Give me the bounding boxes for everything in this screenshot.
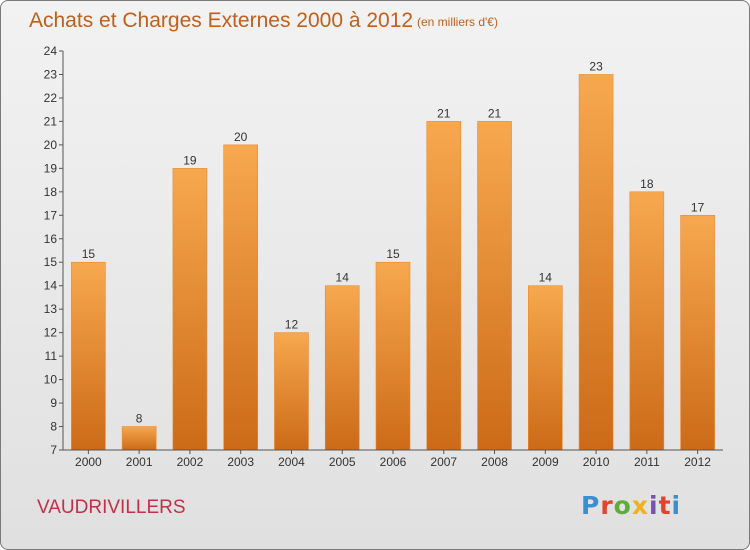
bar-2009 <box>528 285 563 451</box>
proxiti-logo: Proxiti <box>581 491 681 520</box>
y-tick-label-9: 9 <box>50 396 57 410</box>
data-label-2012: 17 <box>691 200 705 214</box>
data-label-2002: 19 <box>183 153 197 167</box>
y-tick-label-13: 13 <box>44 302 58 316</box>
data-label-2011: 18 <box>640 177 654 191</box>
bar-2003 <box>223 144 258 451</box>
y-tick-label-12: 12 <box>44 326 58 340</box>
bar-2001 <box>121 426 157 451</box>
bar-2007 <box>426 121 462 451</box>
y-tick-label-10: 10 <box>44 373 58 387</box>
x-tick-label-2008: 2008 <box>481 455 508 469</box>
bar-2004 <box>274 332 309 451</box>
data-label-2010: 23 <box>589 59 603 73</box>
y-tick-label-17: 17 <box>44 208 58 222</box>
logo-letter: P <box>581 491 601 520</box>
bar-2012 <box>680 214 715 451</box>
logo-letter: x <box>631 491 649 520</box>
bar-2006 <box>375 261 411 451</box>
data-label-2000: 15 <box>82 247 96 261</box>
chart-title: Achats et Charges Externes 2000 à 2012 <box>29 9 414 32</box>
data-label-2009: 14 <box>539 271 553 285</box>
x-tick-label-2010: 2010 <box>583 455 610 469</box>
y-tick-label-15: 15 <box>44 255 58 269</box>
data-label-2007: 21 <box>437 106 451 120</box>
data-label-2001: 8 <box>136 412 143 426</box>
bar-2010 <box>578 74 614 451</box>
y-tick-label-7: 7 <box>50 443 57 457</box>
bar-2008 <box>477 121 512 451</box>
axes: 2000 2001 2002 2003 2004 2005 2006 2007 2008 2009… <box>44 44 723 469</box>
x-tick-label-2011: 2011 <box>634 455 660 469</box>
y-tick-label-8: 8 <box>50 420 57 434</box>
bar-2000 <box>71 261 106 451</box>
data-label-2005: 14 <box>336 271 350 285</box>
logo-letter: t <box>658 491 672 520</box>
y-tick-label-14: 14 <box>44 279 58 293</box>
x-tick-label-2000: 2000 <box>75 455 102 469</box>
logo-letter: i <box>649 491 659 520</box>
y-tick-label-24: 24 <box>44 44 58 58</box>
data-label-2008: 21 <box>488 106 502 120</box>
bars-layer: 15 8 19 20 12 14 15 21 21 14 23 18 17 <box>71 59 715 451</box>
y-tick-label-11: 11 <box>45 349 58 363</box>
logo-letter: i <box>671 491 682 520</box>
chart-unit: (en milliers d'€) <box>417 15 498 29</box>
bar-2005 <box>324 285 360 451</box>
logo-letter: o <box>613 491 632 520</box>
commune-name: VAUDRIVILLERS <box>37 497 186 518</box>
x-tick-label-2002: 2002 <box>177 455 204 469</box>
x-tick-label-2005: 2005 <box>329 455 356 469</box>
y-tick-label-20: 20 <box>44 138 58 152</box>
y-tick-label-23: 23 <box>44 67 58 81</box>
y-tick-label-22: 22 <box>44 91 58 105</box>
y-tick-label-21: 21 <box>44 114 58 128</box>
y-tick-label-16: 16 <box>44 232 58 246</box>
data-label-2006: 15 <box>386 247 400 261</box>
logo-letter: r <box>600 491 614 520</box>
x-tick-label-2006: 2006 <box>380 455 407 469</box>
x-tick-label-2009: 2009 <box>532 455 559 469</box>
bar-2011 <box>629 191 665 451</box>
x-tick-label-2004: 2004 <box>278 455 305 469</box>
y-tick-label-18: 18 <box>44 185 58 199</box>
bar-2002 <box>172 168 208 451</box>
x-tick-label-2007: 2007 <box>430 455 457 469</box>
x-tick-label-2003: 2003 <box>227 455 254 469</box>
x-tick-label-2001: 2001 <box>126 455 153 469</box>
y-tick-label-19: 19 <box>44 161 58 175</box>
data-label-2003: 20 <box>234 130 248 144</box>
data-label-2004: 12 <box>285 318 299 332</box>
x-tick-label-2012: 2012 <box>684 455 711 469</box>
